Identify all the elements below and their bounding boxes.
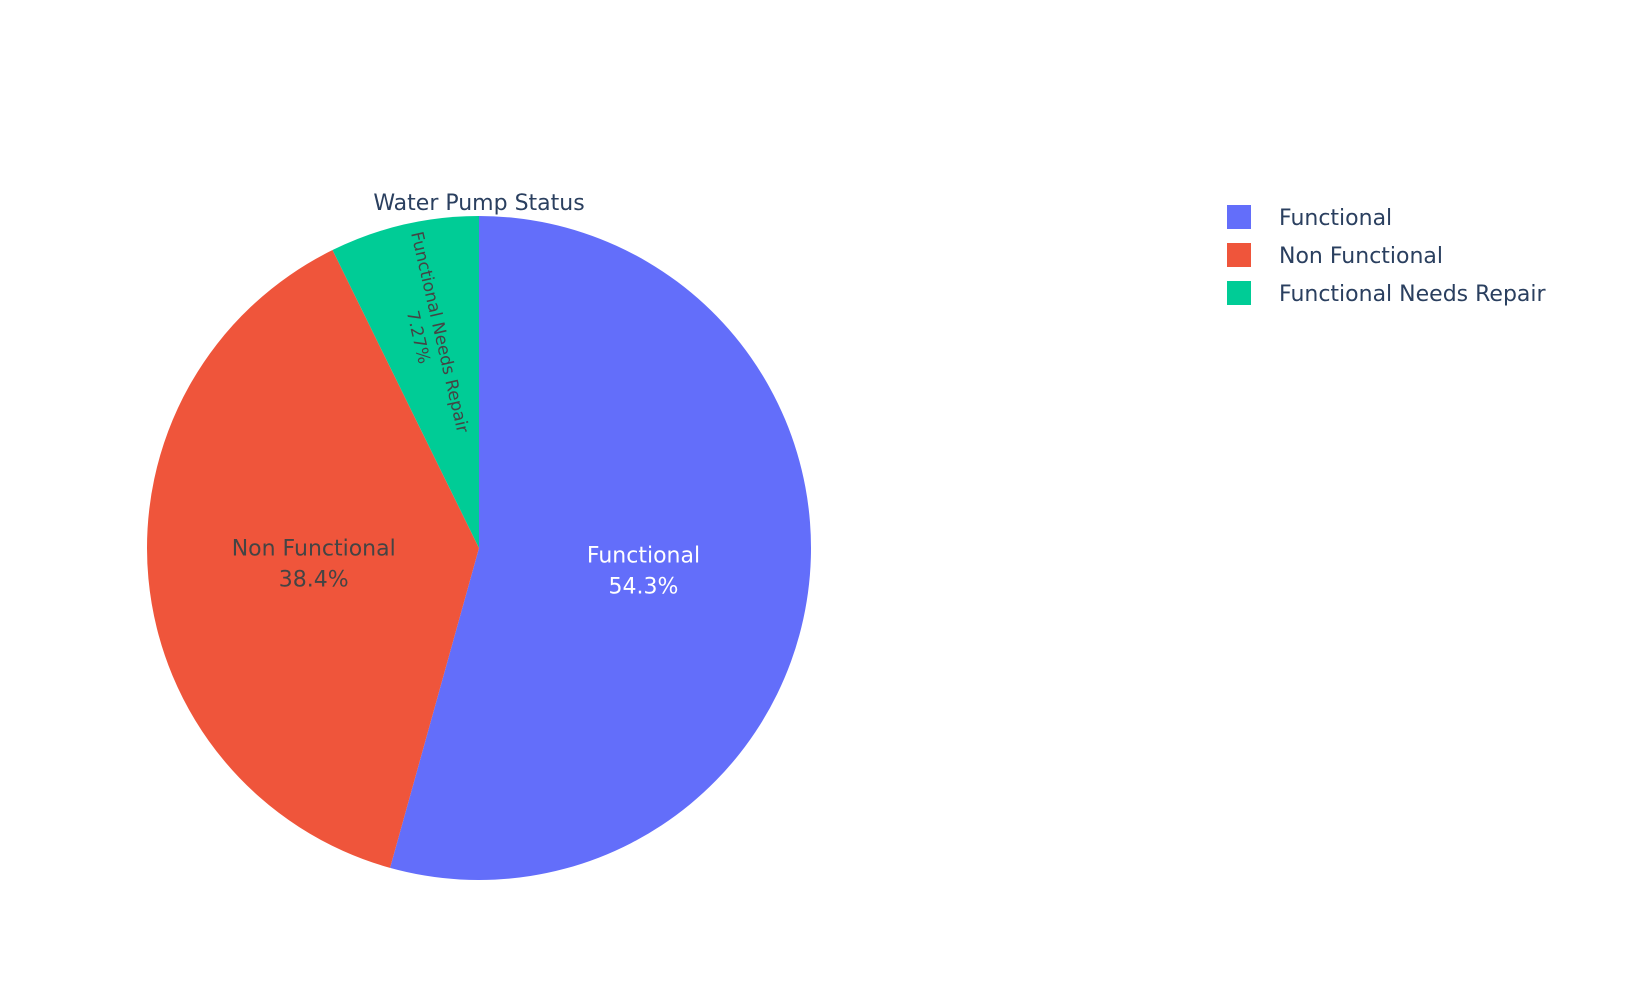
legend-label: Functional Needs Repair: [1279, 282, 1547, 307]
pie-slice-label-non-functional: Non Functional 38.4%: [232, 537, 396, 593]
pie-slice-functional[interactable]: [390, 216, 811, 880]
pie-slices: [147, 216, 811, 880]
legend-swatch: [1227, 281, 1251, 305]
legend-swatch: [1227, 205, 1251, 229]
slice-label-percent: 38.4%: [279, 568, 349, 593]
chart-title: Water Pump Status: [373, 191, 584, 216]
legend[interactable]: Functional Non Functional Functional Needs…: [1227, 205, 1547, 307]
slice-label-name: Functional: [587, 544, 700, 569]
legend-item-functional[interactable]: Functional: [1227, 205, 1392, 231]
slice-label-name: Non Functional: [232, 537, 396, 562]
legend-item-non-functional[interactable]: Non Functional: [1227, 243, 1443, 269]
legend-swatch: [1227, 243, 1251, 267]
pie-slice-label-functional: Functional 54.3%: [587, 544, 700, 600]
legend-label: Non Functional: [1279, 244, 1443, 269]
legend-item-functional-needs-repair[interactable]: Functional Needs Repair: [1227, 281, 1547, 307]
pie-slice-functional-needs-repair[interactable]: [332, 216, 479, 548]
pie-slice-non-functional[interactable]: [147, 250, 480, 868]
slice-label-percent: 54.3%: [609, 575, 679, 600]
legend-label: Functional: [1279, 206, 1392, 231]
